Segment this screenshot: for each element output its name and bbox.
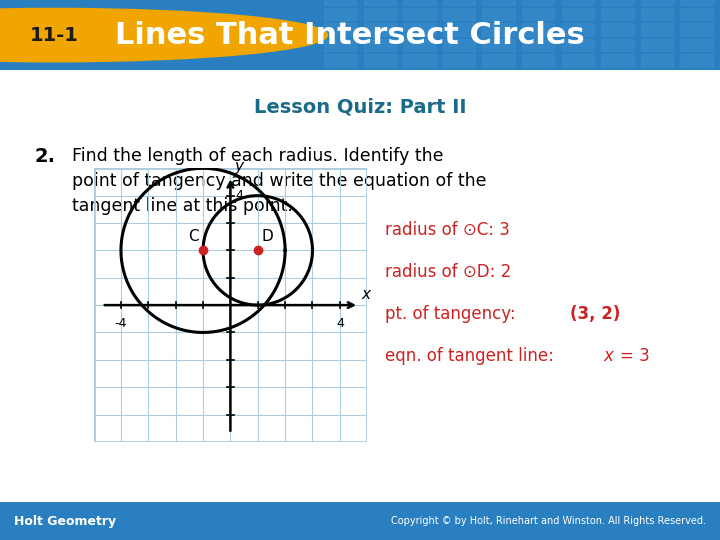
Bar [680,23,713,36]
Bar [601,0,634,5]
Bar [364,38,396,51]
Bar [403,54,436,66]
Bar [364,23,396,36]
Bar [641,0,673,5]
Text: radius of ⊙D: 2: radius of ⊙D: 2 [385,263,511,281]
Bar [403,0,436,5]
Bar [522,8,554,21]
Bar [601,8,634,21]
Bar [482,8,515,21]
Text: 11-1: 11-1 [30,25,78,45]
Bar [680,38,713,51]
Text: Copyright © by Holt, Rinehart and Winston. All Rights Reserved.: Copyright © by Holt, Rinehart and Winsto… [391,516,706,526]
Text: (3, 2): (3, 2) [570,305,621,323]
Bar [443,0,475,5]
Bar [403,8,436,21]
Text: = 3: = 3 [620,347,649,365]
Text: x: x [603,347,613,365]
Text: eqn. of tangent line:: eqn. of tangent line: [385,347,559,365]
Text: Find the length of each radius. Identify the
point of tangency and write the equ: Find the length of each radius. Identify… [72,147,487,215]
Bar [94,168,367,442]
Bar [403,38,436,51]
Text: x: x [361,287,371,302]
Bar [522,23,554,36]
Bar [324,38,356,51]
Bar [482,38,515,51]
Bar [443,38,475,51]
Bar [641,8,673,21]
Bar [641,54,673,66]
Bar [522,0,554,5]
Bar [562,0,594,5]
Text: 2.: 2. [35,147,56,166]
Circle shape [0,9,328,62]
Bar [601,54,634,66]
Text: -4: -4 [114,318,127,330]
Bar [562,8,594,21]
Bar [641,23,673,36]
Bar [680,54,713,66]
Text: D: D [261,228,273,244]
Bar [680,0,713,5]
Bar [562,38,594,51]
Bar [641,38,673,51]
Bar [324,0,356,5]
Text: radius of ⊙C: 3: radius of ⊙C: 3 [385,221,510,239]
Bar [443,54,475,66]
Text: 4: 4 [336,318,343,330]
Bar [482,54,515,66]
Text: y: y [235,159,243,174]
Bar [324,8,356,21]
Text: C: C [188,228,199,244]
Bar [324,54,356,66]
Text: pt. of tangency:: pt. of tangency: [385,305,521,323]
Bar [601,38,634,51]
Bar [443,23,475,36]
Text: Holt Geometry: Holt Geometry [14,515,117,528]
Text: Lines That Intersect Circles: Lines That Intersect Circles [115,21,585,50]
Bar [680,8,713,21]
Bar [364,0,396,5]
Bar [364,8,396,21]
Bar [443,8,475,21]
Bar [562,23,594,36]
Bar [562,54,594,66]
Text: 4: 4 [235,189,243,202]
Bar [482,23,515,36]
Bar [522,38,554,51]
Bar [324,23,356,36]
Bar [364,54,396,66]
Text: Lesson Quiz: Part II: Lesson Quiz: Part II [253,97,467,116]
Bar [601,23,634,36]
Bar [403,23,436,36]
Bar [482,0,515,5]
Bar [522,54,554,66]
